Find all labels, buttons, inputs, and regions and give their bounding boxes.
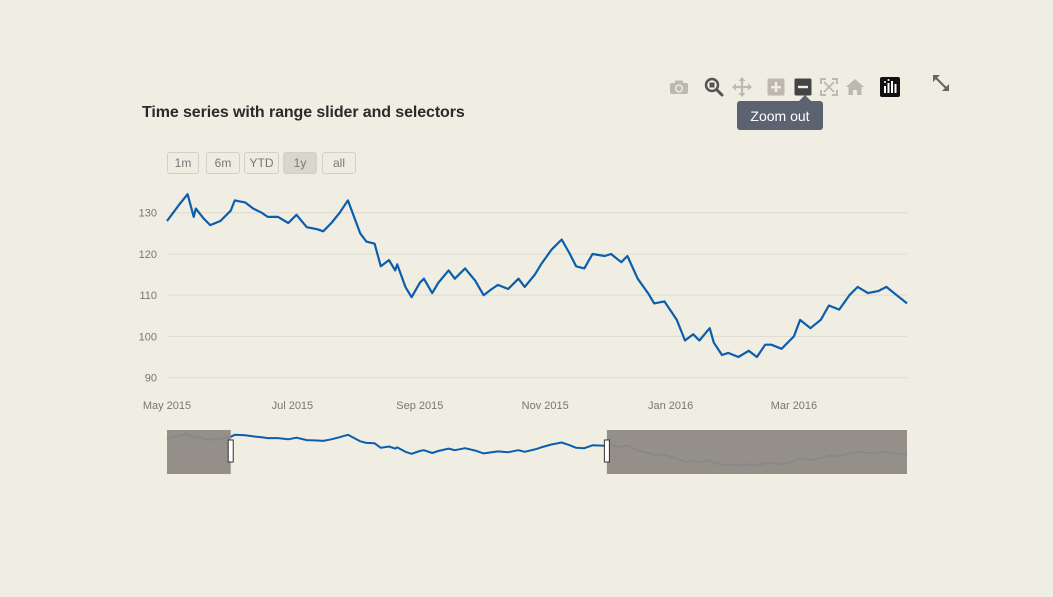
y-tick-label: 100 bbox=[139, 331, 157, 343]
chart-title: Time series with range slider and select… bbox=[142, 104, 465, 121]
range-slider-mask-right bbox=[606, 430, 907, 474]
y-tick-label: 130 bbox=[139, 208, 157, 220]
zoom-icon[interactable] bbox=[703, 76, 725, 98]
x-tick-label: May 2015 bbox=[143, 400, 191, 412]
range-button-all[interactable]: all bbox=[322, 152, 356, 174]
modebar-tooltip: Zoom out bbox=[737, 95, 823, 130]
range-slider-handle-right[interactable] bbox=[603, 439, 610, 463]
range-slider-mask-left bbox=[167, 430, 231, 474]
x-tick-label: Nov 2015 bbox=[522, 400, 569, 412]
range-slider-handle-left[interactable] bbox=[227, 439, 234, 463]
grid-lines bbox=[167, 212, 907, 379]
y-tick-label: 90 bbox=[145, 373, 157, 385]
camera-icon[interactable] bbox=[668, 76, 690, 98]
range-button-1y[interactable]: 1y bbox=[283, 152, 317, 174]
fullscreen-expand-icon[interactable] bbox=[930, 72, 952, 94]
main-plot[interactable]: 90 100 110 120 130 May 2015 Jul 2015 Sep 2015 N… bbox=[0, 0, 1053, 420]
zoom-in-icon[interactable] bbox=[765, 76, 787, 98]
x-tick-label: Mar 2016 bbox=[771, 400, 817, 412]
range-button-ytd[interactable]: YTD bbox=[244, 152, 279, 174]
x-tick-label: Jan 2016 bbox=[648, 400, 693, 412]
y-axis-ticks: 90 100 110 120 130 bbox=[139, 208, 157, 385]
series-line bbox=[166, 193, 908, 359]
x-tick-label: Jul 2015 bbox=[272, 400, 314, 412]
y-tick-label: 110 bbox=[139, 290, 157, 302]
plotly-logo-icon[interactable] bbox=[879, 76, 901, 98]
autoscale-icon[interactable] bbox=[818, 76, 840, 98]
range-button-1m[interactable]: 1m bbox=[167, 152, 199, 174]
reset-axes-icon[interactable] bbox=[844, 76, 866, 98]
x-axis-ticks: May 2015 Jul 2015 Sep 2015 Nov 2015 Jan 2016… bbox=[143, 400, 817, 412]
y-tick-label: 120 bbox=[139, 249, 157, 261]
zoom-out-icon[interactable] bbox=[792, 76, 814, 98]
pan-icon[interactable] bbox=[731, 76, 753, 98]
range-button-6m[interactable]: 6m bbox=[206, 152, 240, 174]
x-tick-label: Sep 2015 bbox=[396, 400, 443, 412]
